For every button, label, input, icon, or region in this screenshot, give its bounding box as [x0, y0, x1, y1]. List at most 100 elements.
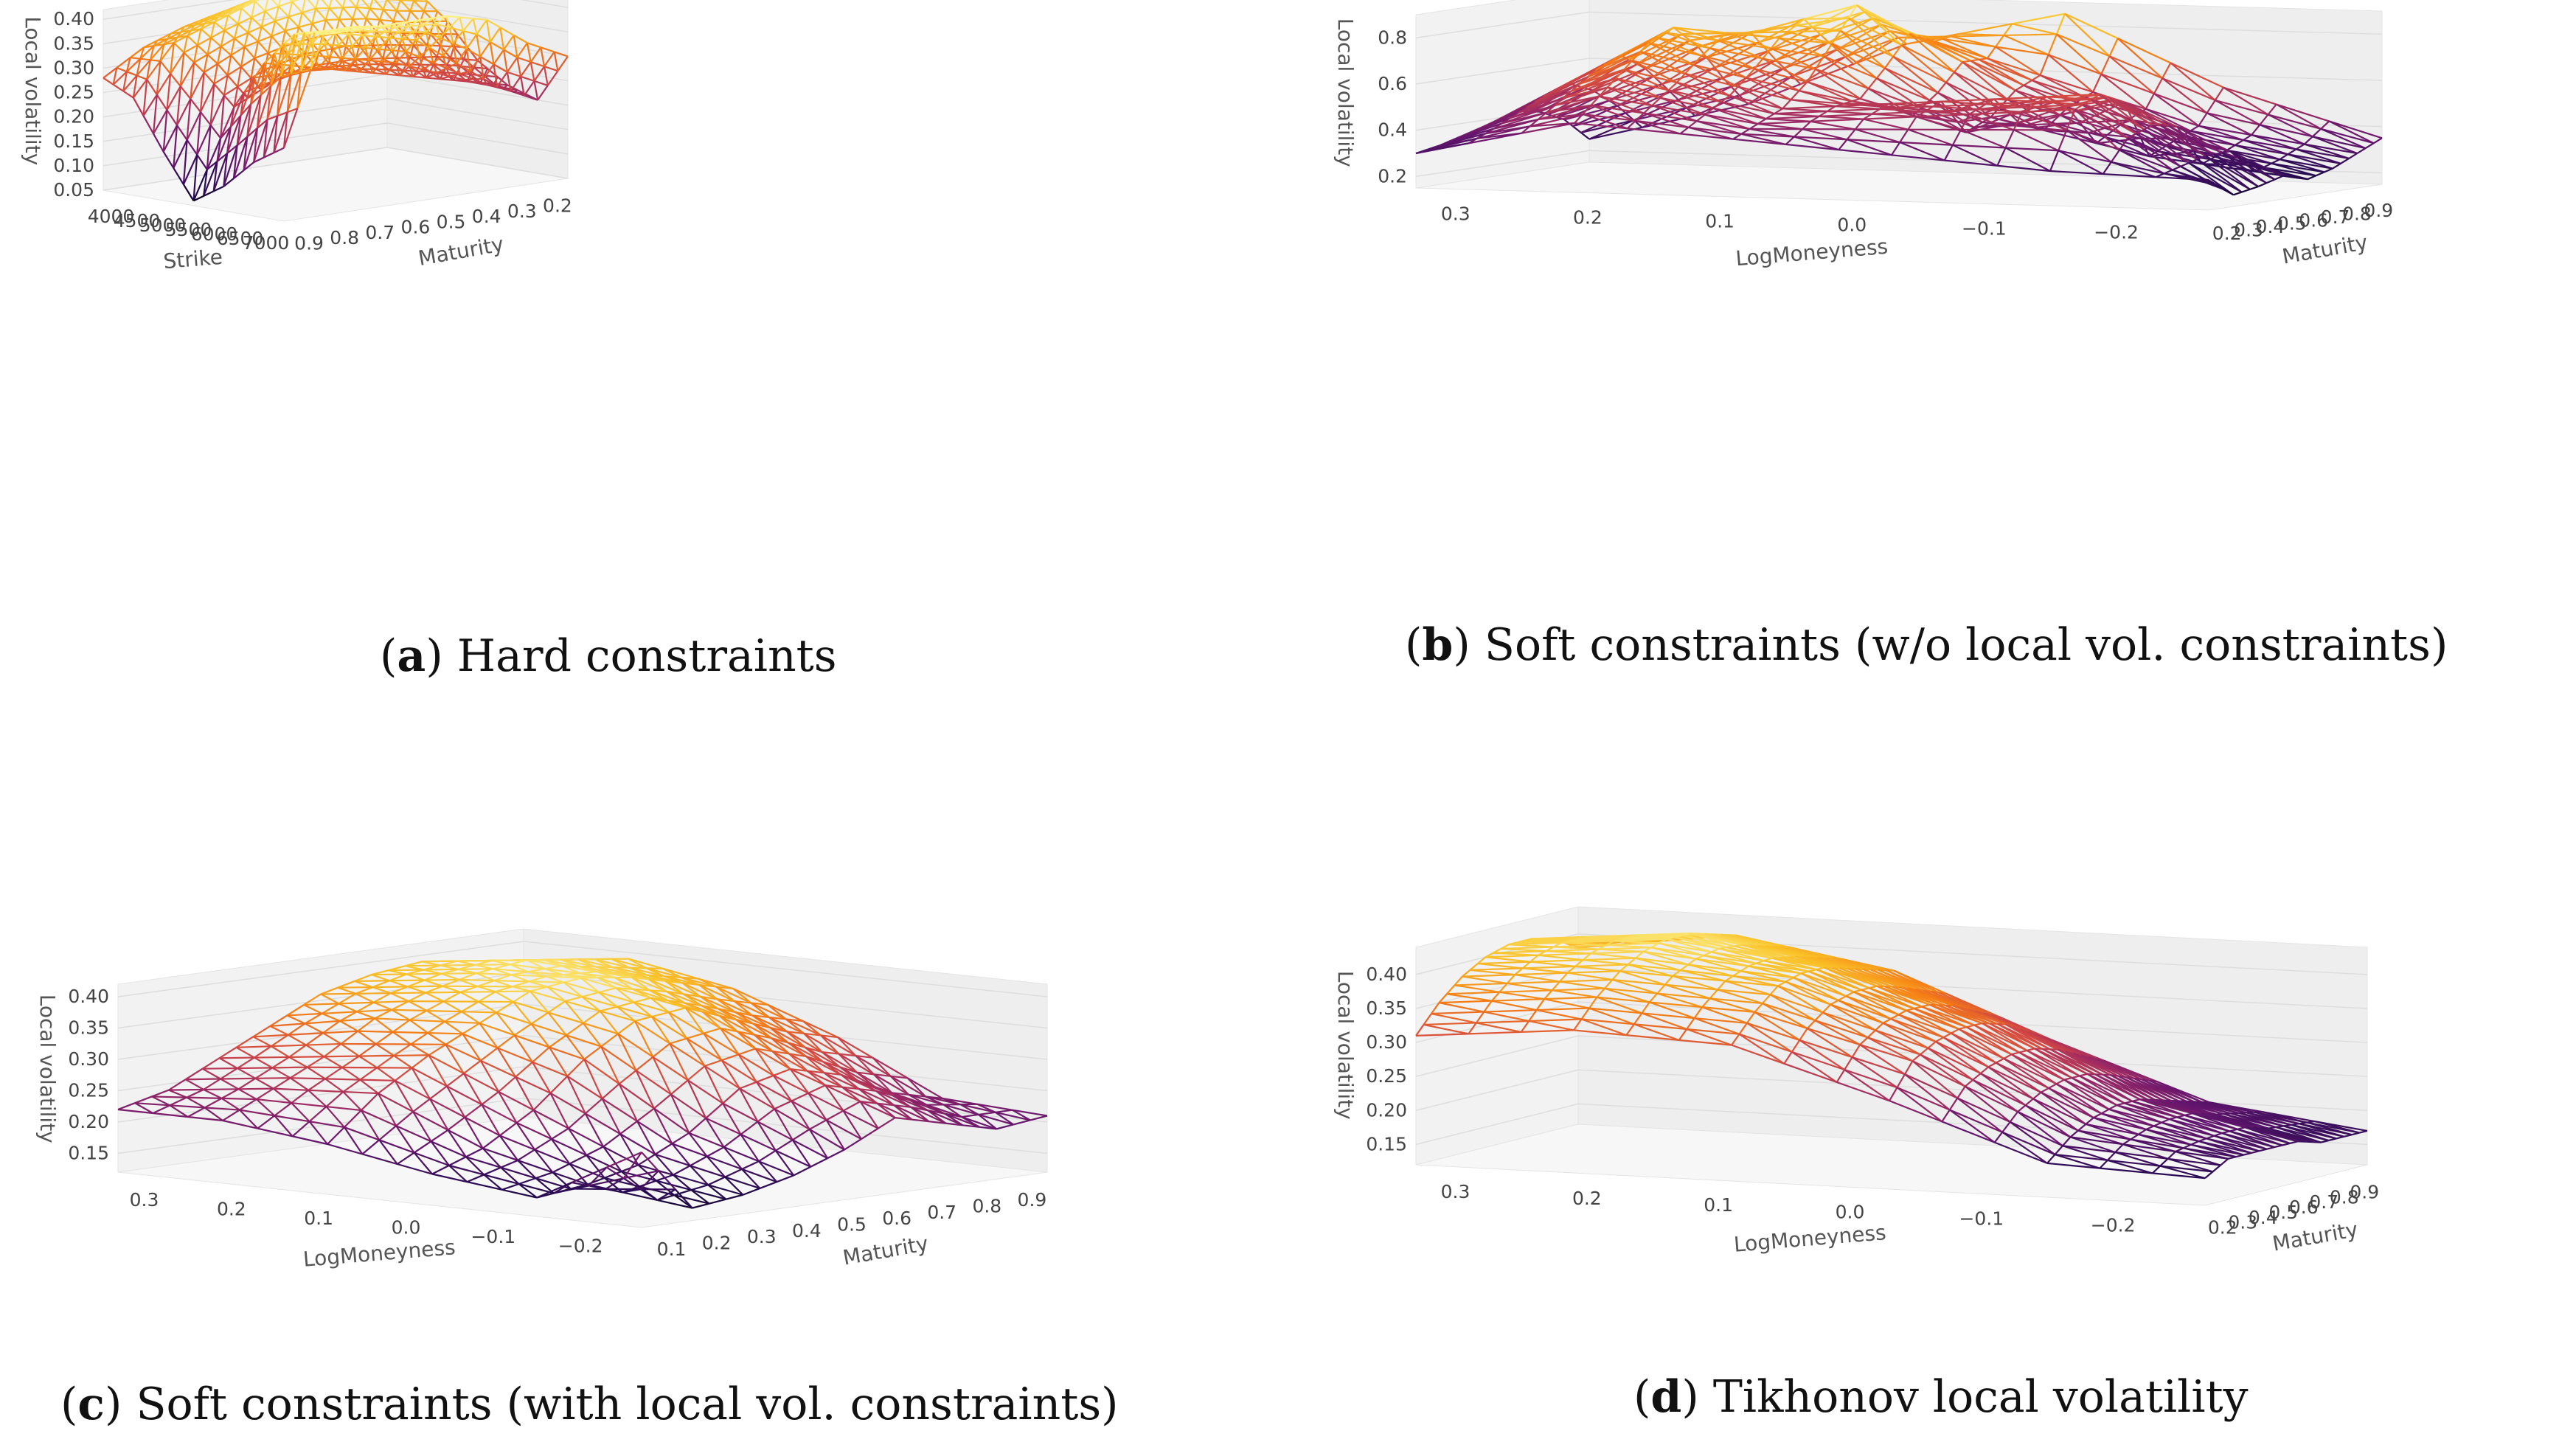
surface-edge: [396, 10, 408, 23]
surface-edge: [1973, 1024, 2028, 1051]
surface-edge: [1484, 1009, 1537, 1013]
surface-edge: [2066, 129, 2120, 151]
surface-edge: [324, 43, 330, 58]
surface-edge: [910, 1106, 930, 1123]
surface-edge: [585, 1112, 621, 1135]
surface-edge: [398, 66, 411, 77]
surface-edge: [1721, 94, 1731, 103]
surface-edge: [2027, 122, 2080, 126]
surface-edge: [803, 1032, 840, 1055]
surface-edge: [1831, 43, 1886, 69]
surface-edge: [324, 1055, 359, 1058]
surface-edge: [173, 42, 185, 54]
surface-edge: [2274, 1144, 2283, 1149]
surface-edge: [406, 972, 442, 975]
surface-edge: [724, 1176, 744, 1196]
surface-edge: [1851, 1044, 1861, 1058]
z-gridline: [1415, 933, 2368, 975]
surface-edge: [1884, 67, 1939, 94]
surface-edge: [1794, 128, 1803, 138]
surface-edge: [1704, 114, 1750, 130]
surface-edge: [1726, 32, 1771, 49]
surface-edge: [2111, 161, 2164, 175]
surface-edge: [1664, 983, 1710, 1000]
surface-edge: [286, 74, 292, 113]
surface-edge: [554, 51, 569, 58]
surface-edge: [236, 136, 248, 146]
surface-edge: [125, 57, 131, 72]
surface-edge: [622, 1177, 642, 1191]
surface-edge: [1762, 1003, 1808, 1029]
surface-edge: [1694, 1017, 1740, 1035]
surface-edge: [1757, 122, 1803, 130]
y-tick-label: 0.7: [365, 222, 395, 243]
surface-edge: [588, 1166, 608, 1187]
surface-edge: [1754, 68, 1808, 83]
surface-edge: [878, 1117, 896, 1129]
surface-edge: [1814, 1020, 1868, 1039]
surface-edge: [493, 968, 529, 973]
surface-edge: [382, 0, 388, 10]
surface-edge: [2079, 101, 2125, 124]
surface-edge: [219, 1056, 254, 1059]
surface-edge: [810, 1157, 828, 1168]
surface-edge: [2188, 162, 2243, 193]
surface-edge: [583, 1010, 601, 1024]
surface-edge: [581, 995, 617, 1008]
surface-edge: [2005, 147, 2059, 152]
surface-edge: [282, 108, 299, 149]
surface-edge: [1573, 1018, 1583, 1031]
surface-edge: [355, 986, 373, 995]
surface-edge: [247, 17, 253, 33]
surface-edge: [1475, 1011, 1485, 1024]
surface-edge: [808, 1093, 827, 1121]
surface-edge: [2070, 1136, 2116, 1154]
surface-edge: [719, 1014, 755, 1036]
surface-edge: [667, 1011, 688, 1039]
surface-edge: [2066, 129, 2112, 163]
surface-edge: [1941, 1109, 1951, 1123]
surface-edge: [469, 56, 482, 72]
surface-edge: [418, 19, 423, 26]
surface-edge: [1949, 1109, 1996, 1143]
surface-edge: [527, 42, 541, 49]
surface-edge: [1536, 1009, 1582, 1020]
surface-edge: [469, 71, 475, 80]
surface-edge: [378, 1079, 396, 1095]
surface-edge: [439, 38, 444, 56]
surface-edge: [126, 71, 137, 77]
surface-edge: [223, 74, 229, 96]
surface-edge: [358, 1043, 377, 1057]
x-tick-label: 5000: [139, 215, 187, 236]
surface-edge: [1619, 964, 1629, 972]
surface-edge: [450, 75, 464, 81]
surface-edge: [2012, 13, 2066, 25]
surface-edge: [226, 144, 238, 154]
surface-edge: [499, 27, 515, 36]
surface-edge: [185, 1079, 204, 1090]
surface-edge: [617, 1006, 653, 1018]
surface-edge: [906, 1077, 926, 1098]
surface-edge: [153, 43, 164, 47]
surface-edge: [1738, 1023, 1748, 1035]
surface-edge: [261, 20, 276, 28]
surface-edge: [1446, 991, 1500, 995]
surface-edge: [961, 1116, 997, 1130]
surface-edge: [236, 104, 252, 146]
surface-edge: [2056, 33, 2103, 75]
surface-edge: [485, 19, 491, 43]
surface-edge: [2072, 1075, 2080, 1079]
z-tick-label: 0.35: [68, 1017, 109, 1039]
surface-edge: [2119, 137, 2129, 151]
surface-edge: [655, 1153, 691, 1167]
surface-edge: [1951, 129, 1962, 146]
surface-edge: [481, 1091, 499, 1106]
surface-edge: [465, 1156, 501, 1168]
surface-edge: [246, 94, 262, 137]
surface-edge: [520, 75, 535, 82]
surface-edge: [218, 1046, 237, 1059]
surface-edge: [1687, 1028, 1740, 1035]
surface-edge: [291, 71, 302, 75]
surface-edge: [209, 83, 215, 125]
surface-edge: [1684, 64, 1694, 74]
